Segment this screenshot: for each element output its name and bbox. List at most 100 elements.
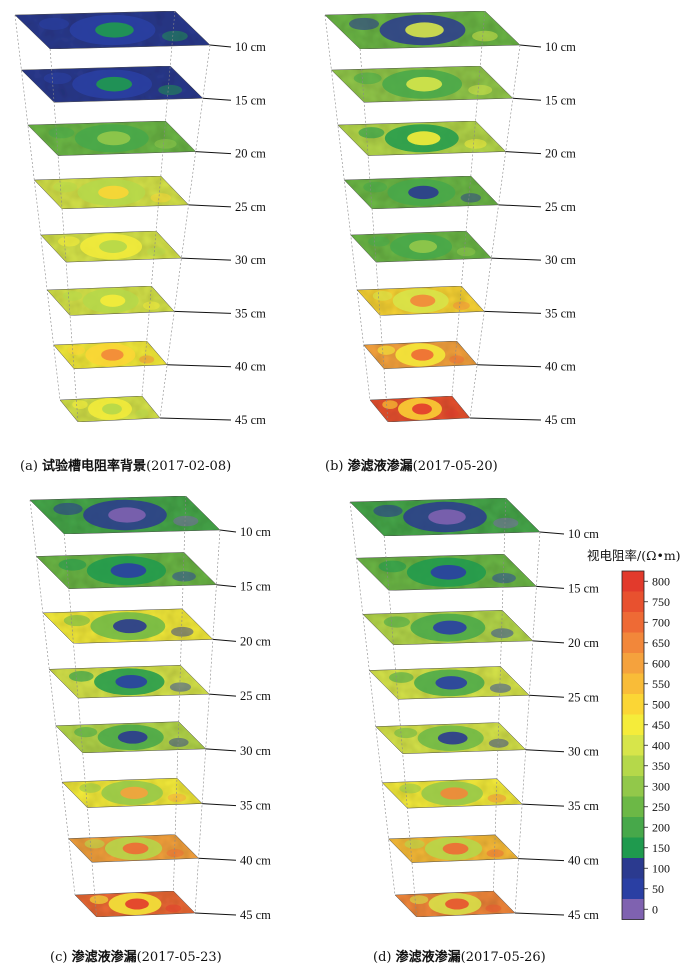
depth-label: 25 cm — [545, 200, 576, 214]
depth-label: 20 cm — [240, 634, 271, 648]
guide-line — [159, 44, 211, 419]
slice: 25 cm — [48, 665, 271, 703]
colorbar-segment — [622, 755, 644, 776]
colorbar-segment — [622, 714, 644, 735]
depth-label: 35 cm — [235, 306, 266, 320]
slice: 45 cm — [394, 890, 599, 922]
colorbar-segment — [622, 632, 644, 653]
colorbar-segment — [622, 694, 644, 715]
colorbar-tick-label: 450 — [652, 718, 670, 732]
slice: 35 cm — [356, 285, 576, 320]
colorbar-tick-label: 600 — [652, 656, 670, 670]
depth-label: 45 cm — [568, 908, 599, 922]
depth-label: 10 cm — [545, 40, 576, 54]
colorbar-tick-label: 150 — [652, 841, 670, 855]
depth-label: 35 cm — [240, 799, 271, 813]
depth-label: 20 cm — [568, 636, 599, 650]
depth-label: 40 cm — [240, 853, 271, 867]
slice: 45 cm — [74, 890, 271, 922]
slice: 35 cm — [61, 777, 271, 813]
depth-label: 40 cm — [235, 360, 266, 374]
colorbar-tick-label: 500 — [652, 697, 670, 711]
slice: 45 cm — [59, 395, 266, 427]
slice: 20 cm — [42, 608, 271, 648]
colorbar-segment — [622, 571, 644, 592]
caption-a: (a) 试验槽电阻率背景(2017-02-08) — [20, 459, 232, 474]
slice: 20 cm — [27, 120, 266, 161]
slice: 10 cm — [14, 10, 266, 54]
depth-label: 15 cm — [545, 93, 576, 107]
depth-label: 30 cm — [235, 253, 266, 267]
depth-label: 45 cm — [240, 908, 271, 922]
depth-label: 30 cm — [545, 253, 576, 267]
slice: 15 cm — [355, 553, 599, 595]
colorbar-segment — [622, 612, 644, 633]
colorbar-tick-label: 300 — [652, 779, 670, 793]
panel-d: 10 cm 15 cm 20 cm 25 cm 30 cm 35 cm 40 cm 45 cm — [349, 497, 599, 922]
colorbar-segment — [622, 735, 644, 756]
slice: 25 cm — [368, 666, 599, 704]
slice: 15 cm — [20, 65, 266, 107]
colorbar-tick-label: 700 — [652, 615, 670, 629]
colorbar-segment — [622, 653, 644, 674]
guide-line — [141, 10, 176, 397]
guide-line — [63, 533, 97, 918]
depth-label: 10 cm — [568, 527, 599, 541]
depth-label: 10 cm — [235, 40, 266, 54]
colorbar-tick-label: 650 — [652, 636, 670, 650]
depth-label: 25 cm — [235, 200, 266, 214]
colorbar-segment — [622, 858, 644, 879]
depth-label: 40 cm — [568, 854, 599, 868]
slice: 20 cm — [337, 120, 576, 161]
slice: 40 cm — [387, 834, 599, 868]
depth-label: 15 cm — [568, 581, 599, 595]
guide-line — [194, 529, 221, 914]
panel-c: 10 cm 15 cm 20 cm 25 cm 30 cm 35 cm 40 cm 45 cm — [29, 495, 271, 922]
slice: 40 cm — [363, 340, 576, 374]
depth-label: 45 cm — [545, 413, 576, 427]
caption-d: (d) 渗滤液渗漏(2017-05-26) — [373, 950, 546, 965]
depth-label: 15 cm — [240, 580, 271, 594]
slice: 10 cm — [29, 495, 271, 539]
colorbar-segment — [622, 776, 644, 797]
depth-label: 35 cm — [545, 306, 576, 320]
colorbar-tick-label: 50 — [652, 882, 664, 896]
colorbar-segment — [622, 878, 644, 899]
slice: 10 cm — [324, 10, 576, 54]
guide-line — [324, 14, 371, 401]
colorbar-tick-label: 400 — [652, 738, 670, 752]
depth-label: 35 cm — [568, 799, 599, 813]
depth-label: 25 cm — [240, 689, 271, 703]
depth-label: 20 cm — [545, 147, 576, 161]
panel-b: 10 cm 15 cm 20 cm 25 cm 30 cm 35 cm 40 cm 45 cm — [324, 10, 576, 427]
guide-line — [349, 501, 396, 896]
colorbar-tick-label: 750 — [652, 595, 670, 609]
depth-label: 15 cm — [235, 93, 266, 107]
slice: 10 cm — [349, 497, 599, 541]
depth-label: 20 cm — [235, 147, 266, 161]
guide-line — [173, 495, 187, 892]
colorbar-tick-label: 350 — [652, 759, 670, 773]
guide-line — [469, 44, 521, 419]
colorbar-tick-label: 550 — [652, 677, 670, 691]
slice: 20 cm — [362, 610, 599, 650]
slice: 30 cm — [350, 230, 576, 267]
depth-label: 10 cm — [240, 525, 271, 539]
colorbar: 8007507006506005505004504003503002502001… — [621, 570, 670, 920]
depth-label: 40 cm — [545, 360, 576, 374]
depth-label: 25 cm — [568, 690, 599, 704]
slice: 30 cm — [55, 721, 271, 758]
guide-line — [451, 10, 486, 397]
slice: 25 cm — [343, 175, 576, 214]
colorbar-segment — [622, 673, 644, 694]
slice: 45 cm — [369, 395, 576, 427]
depth-label: 30 cm — [240, 744, 271, 758]
colorbar-tick-label: 250 — [652, 800, 670, 814]
slice: 40 cm — [67, 834, 271, 867]
guide-line — [514, 531, 541, 914]
colorbar-tick-label: 100 — [652, 861, 670, 875]
colorbar-segment — [622, 837, 644, 858]
slice: 30 cm — [375, 722, 599, 759]
slice: 35 cm — [46, 285, 266, 320]
slice: 15 cm — [330, 65, 576, 107]
